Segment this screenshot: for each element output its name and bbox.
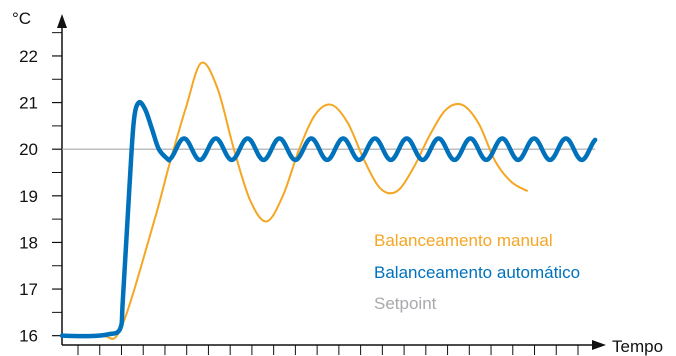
legend-manual: Balanceamento manual [374,231,553,250]
legend-automatic: Balanceamento automático [374,263,580,282]
y-tick-label: 21 [19,94,38,113]
y-tick-label: 22 [19,47,38,66]
axes [57,14,606,350]
y-tick-label: 20 [19,140,38,159]
y-tick-label: 16 [19,327,38,346]
legend-setpoint: Setpoint [374,294,437,313]
y-axis-arrow [57,14,67,28]
legend: Balanceamento manual Balanceamento autom… [374,231,580,313]
x-axis-label: Tempo [612,337,663,356]
y-tick-label: 18 [19,233,38,252]
y-tick-label: 17 [19,280,38,299]
y-ticks: 16 17 18 19 20 21 22 [19,32,62,346]
x-axis-arrow [592,340,606,350]
series-line-manual [61,61,529,340]
y-tick-label: 19 [19,187,38,206]
y-unit-label: °C [12,9,31,28]
x-ticks [77,345,579,355]
series-line-automatic [59,99,598,339]
series-layer [59,61,598,340]
